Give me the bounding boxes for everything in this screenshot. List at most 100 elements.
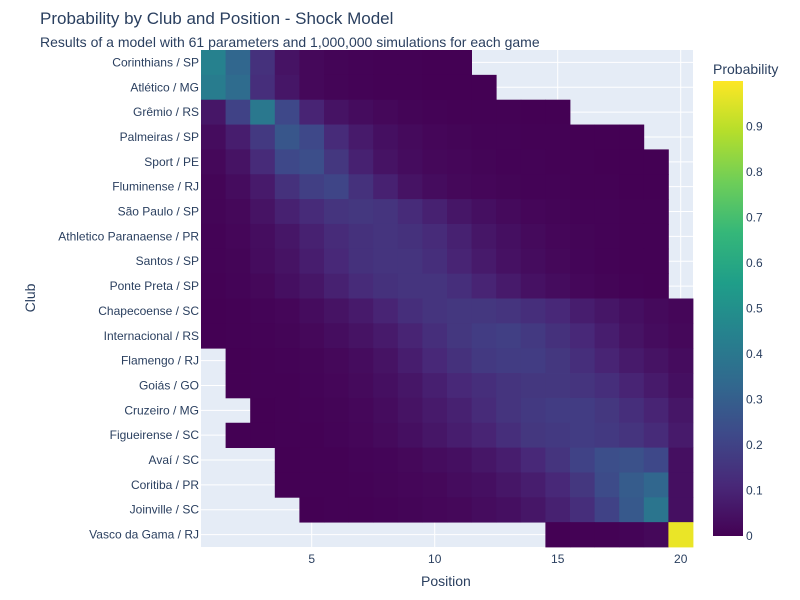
heatmap-cell bbox=[373, 99, 399, 125]
heatmap-cell bbox=[643, 422, 669, 448]
heatmap-cell bbox=[225, 50, 251, 76]
heatmap-cell bbox=[373, 348, 399, 374]
heatmap-cell bbox=[619, 373, 645, 399]
heatmap-cell bbox=[496, 223, 522, 250]
heatmap-cell bbox=[619, 497, 645, 523]
heatmap-cell bbox=[250, 273, 276, 299]
heatmap-cell bbox=[397, 124, 423, 150]
heatmap-cell bbox=[643, 522, 669, 548]
heatmap-cell bbox=[619, 422, 645, 448]
heatmap-cell bbox=[274, 99, 300, 125]
colorbar-tick-label: 0 bbox=[746, 529, 753, 543]
heatmap-cell bbox=[570, 373, 595, 399]
heatmap-cell bbox=[643, 223, 669, 250]
heatmap-cell bbox=[545, 149, 571, 175]
colorbar-tick-label: 0.1 bbox=[746, 484, 763, 498]
colorbar-tick-label: 0.3 bbox=[746, 393, 763, 407]
heatmap-cell bbox=[520, 223, 546, 250]
heatmap-cell bbox=[520, 472, 546, 498]
heatmap-cell bbox=[471, 74, 497, 101]
heatmap-cell bbox=[299, 397, 325, 424]
heatmap-cell bbox=[594, 348, 620, 374]
heatmap-cell bbox=[594, 124, 620, 150]
heatmap-cell bbox=[619, 472, 645, 498]
heatmap-cell bbox=[225, 74, 251, 101]
y-tick-label: Santos / SP bbox=[136, 254, 199, 268]
heatmap-cell bbox=[274, 273, 300, 299]
heatmap-cell bbox=[201, 149, 226, 175]
y-tick-label: Internacional / RS bbox=[104, 329, 199, 343]
heatmap-cell bbox=[324, 497, 349, 523]
heatmap-cell bbox=[274, 373, 300, 399]
heatmap-cell bbox=[250, 174, 276, 200]
heatmap-cell bbox=[373, 149, 399, 175]
heatmap-cell bbox=[619, 522, 645, 548]
heatmap-cell bbox=[250, 223, 276, 250]
heatmap-cell bbox=[373, 50, 399, 76]
heatmap-cell bbox=[668, 373, 694, 399]
heatmap-cell bbox=[545, 99, 571, 125]
heatmap-cell bbox=[643, 298, 669, 324]
heatmap-cell bbox=[545, 174, 571, 200]
y-tick-label: Ponte Preta / SP bbox=[110, 279, 199, 293]
x-tick-label: 15 bbox=[551, 552, 565, 566]
heatmap-cell bbox=[520, 124, 546, 150]
heatmap-cell bbox=[250, 422, 276, 448]
heatmap-cell bbox=[447, 298, 472, 324]
heatmap-cell bbox=[570, 422, 595, 448]
y-tick-label: Palmeiras / SP bbox=[120, 130, 199, 144]
colorbar-tick-label: 0.9 bbox=[746, 120, 763, 134]
heatmap-cell bbox=[324, 124, 349, 150]
heatmap-cell bbox=[422, 273, 448, 299]
heatmap-cell bbox=[373, 199, 399, 225]
heatmap-cell bbox=[520, 248, 546, 275]
colorbar-tick-label: 0.6 bbox=[746, 256, 763, 270]
heatmap-cell bbox=[299, 373, 325, 399]
heatmap-cell bbox=[225, 223, 251, 250]
heatmap-cell bbox=[447, 472, 472, 498]
colorbar-tick-label: 0.8 bbox=[746, 165, 763, 179]
heatmap-cell bbox=[397, 373, 423, 399]
heatmap-cell bbox=[545, 298, 571, 324]
x-tick-label: 5 bbox=[308, 552, 315, 566]
heatmap-cell bbox=[422, 397, 448, 424]
heatmap-cell bbox=[299, 323, 325, 349]
heatmap-cell bbox=[397, 149, 423, 175]
heatmap-cell bbox=[348, 124, 374, 150]
heatmap-cell bbox=[643, 174, 669, 200]
heatmap-cell bbox=[324, 348, 349, 374]
heatmap-cell bbox=[570, 472, 595, 498]
heatmap-cell bbox=[422, 323, 448, 349]
heatmap-cell bbox=[496, 497, 522, 523]
heatmap-cell bbox=[348, 273, 374, 299]
heatmap-cell bbox=[447, 323, 472, 349]
heatmap-cell bbox=[225, 348, 251, 374]
heatmap-cell bbox=[594, 522, 620, 548]
heatmap-cell bbox=[397, 422, 423, 448]
heatmap-cell bbox=[324, 323, 349, 349]
colorbar bbox=[713, 81, 743, 536]
heatmap-cell bbox=[201, 99, 226, 125]
heatmap-cell bbox=[422, 497, 448, 523]
heatmap-cell bbox=[373, 472, 399, 498]
heatmap-cell bbox=[299, 472, 325, 498]
heatmap-cell bbox=[373, 298, 399, 324]
heatmap-cell bbox=[274, 50, 300, 76]
heatmap-cell bbox=[668, 497, 694, 523]
heatmap-cell bbox=[471, 472, 497, 498]
heatmap-cell bbox=[274, 447, 300, 473]
heatmap-cell bbox=[570, 273, 595, 299]
heatmap-cell bbox=[397, 74, 423, 101]
heatmap-cell bbox=[570, 397, 595, 424]
heatmap-cell bbox=[348, 497, 374, 523]
y-tick-label: Fluminense / RJ bbox=[112, 180, 199, 194]
heatmap-cell bbox=[250, 323, 276, 349]
heatmap-cell bbox=[299, 223, 325, 250]
heatmap-cell bbox=[397, 447, 423, 473]
heatmap-cell bbox=[668, 348, 694, 374]
heatmap-cell bbox=[324, 373, 349, 399]
heatmap-cell bbox=[594, 273, 620, 299]
heatmap-cell bbox=[668, 323, 694, 349]
heatmap-cell bbox=[299, 422, 325, 448]
heatmap-cell bbox=[422, 447, 448, 473]
